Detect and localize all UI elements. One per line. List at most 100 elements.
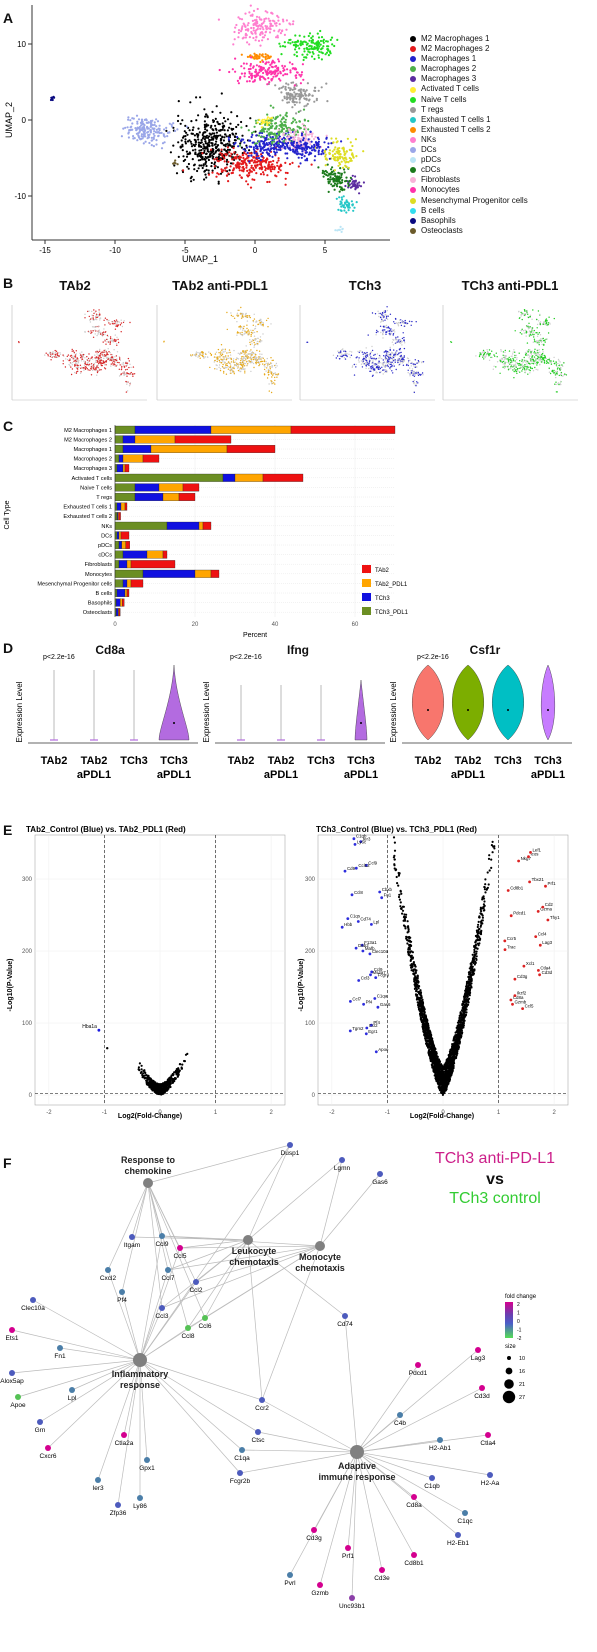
network-title-treated: TCh3 anti-PD-L1 — [434, 1150, 556, 1167]
panel-d: D Cd8a Ifng Csf1r p<2.2e-16 Expression Le… — [0, 640, 597, 810]
volcano-xtick: -1 — [102, 1110, 108, 1116]
network-hub-node — [350, 1445, 364, 1459]
network-gene-label: Clec10a — [21, 1305, 45, 1312]
umap-legend-item: Macrophages 3 — [410, 74, 595, 84]
bar-segment — [126, 560, 132, 569]
network-hub-node — [243, 1235, 253, 1245]
volcano-gene-label: Lpl — [373, 919, 379, 924]
volcano-gene-label: Ccl3 — [361, 976, 370, 981]
network-gene-node — [397, 1412, 403, 1418]
legend-label: Activated T cells — [421, 84, 479, 94]
bar-segment — [114, 560, 120, 569]
network-gene-node — [311, 1527, 317, 1533]
violin-shape — [540, 664, 556, 741]
bar-segment — [194, 569, 212, 578]
volcano-gene-label: Apoe — [378, 1047, 389, 1052]
violin-group-label: aPDL1 — [77, 769, 111, 781]
network-gene-node — [475, 1347, 481, 1353]
network-gene-node — [119, 1289, 125, 1295]
bar-category-label: Osteoclasts — [83, 610, 112, 616]
bar-segment — [114, 483, 136, 492]
volcano-ytick: 100 — [305, 1021, 316, 1027]
legend-label: M2 Macrophages 1 — [421, 34, 490, 43]
volcano-xtick: 0 — [158, 1110, 162, 1116]
bar-segment — [116, 608, 119, 617]
bar-segment — [142, 569, 196, 578]
bar-legend-label: TAb2 — [375, 568, 390, 574]
bar-segment — [114, 550, 124, 559]
volcano-gene-label: Cd3d — [542, 970, 553, 975]
volcano-gene-label: Pf4 — [373, 1020, 380, 1025]
volcano-gene-label: Fcgr3 — [378, 973, 390, 978]
network-gene-node — [411, 1552, 417, 1558]
bar-segment — [114, 531, 118, 540]
network-gene-label: Cd8a — [406, 1502, 422, 1509]
network-gene-node — [177, 1245, 183, 1251]
volcano-gene-label: Dab2 — [358, 943, 369, 948]
bar-segment — [118, 454, 124, 463]
violin-group-label: TAb2 — [268, 755, 295, 767]
panel-label-b: B — [3, 275, 14, 291]
bar-segment — [130, 579, 144, 588]
network-gene-node — [259, 1397, 265, 1403]
bar-category-label: Monocytes — [85, 572, 112, 578]
legend-label: Osteoclasts — [421, 225, 463, 235]
legend-swatch — [410, 36, 416, 43]
network-gene-label: Apoe — [10, 1402, 26, 1409]
bar-xtick: 20 — [192, 622, 199, 628]
bar-segment — [130, 560, 176, 569]
legend-swatch — [410, 157, 416, 164]
volcano-plot: -2 -1 0 1 2 0 100 200 300 Apoe Pf4 C1qa Ccl9 F13a1 C1q… — [305, 834, 569, 1116]
network-gene-label: Cd8b1 — [404, 1560, 424, 1567]
network-gene-node — [349, 1595, 355, 1601]
bar-segment — [226, 445, 276, 453]
network-hub-node — [133, 1353, 147, 1367]
volcano-gene-label: Pdcd1 — [513, 911, 526, 916]
violin-group-label: TCh3 — [120, 755, 148, 767]
umap-legend-item: pDCs — [410, 155, 595, 165]
volcano-xtick: -2 — [46, 1110, 52, 1116]
violin-pvalue: p<2.2e-16 — [417, 654, 449, 661]
bar-segment — [234, 473, 264, 482]
network-gene-label: Ets1 — [5, 1335, 18, 1342]
volcano-gene-label: Cd3g — [517, 974, 528, 979]
volcano-gene-label: Fn1 — [384, 893, 392, 898]
violin-shape — [158, 664, 190, 741]
network-gene-node — [121, 1432, 127, 1438]
network-gene-label: Fcgr2b — [230, 1478, 251, 1485]
violin-group-label: TCh3 — [160, 755, 188, 767]
bar-category-label: Macrophages 2 — [73, 457, 112, 463]
network-gene-label: Pvrl — [284, 1580, 296, 1587]
size-legend-label: 21 — [519, 1382, 525, 1388]
network-hub-label: response — [120, 1380, 160, 1390]
network-hub-label: Response to — [121, 1155, 176, 1165]
violin-group-label: aPDL1 — [264, 769, 298, 781]
network-gene-label: C4b — [394, 1420, 406, 1427]
volcano-gene-label: Thy1 — [550, 915, 560, 920]
volcano-gene-label: C1qa — [377, 994, 388, 999]
volcano-right-title: TCh3_Control (Blue) vs. TCh3_PDL1 (Red) — [316, 825, 477, 834]
volcano-gene-label: Ctla4 — [540, 965, 551, 970]
umap-split-plot — [442, 305, 578, 401]
volcano-gene-label: Hbb — [344, 922, 353, 927]
volcano-right-xlabel: Log2(Fold-Change) — [410, 1113, 474, 1120]
volcano-gene-label: Tbx21 — [532, 877, 545, 882]
network-hub-label: Leukocyte — [232, 1246, 277, 1256]
network-gene-label: Grn — [35, 1427, 46, 1434]
bar-segment — [162, 550, 168, 559]
umap-split-title-3: TCh3 — [348, 278, 382, 293]
network-gene-label: Pdcd1 — [409, 1370, 428, 1377]
legend-swatch — [410, 106, 416, 113]
legend-label: cDCs — [421, 165, 441, 175]
volcano-gene-label: Ccl8 — [354, 890, 363, 895]
bar-segment — [122, 445, 152, 453]
bar-segment — [122, 454, 144, 463]
bar-segment — [124, 502, 128, 511]
bar-category-label: pDCs — [98, 543, 112, 549]
network-gene-label: Cd3d — [474, 1393, 490, 1400]
volcano-gene-label: Ccl2 — [369, 1023, 378, 1028]
legend-swatch — [410, 197, 416, 204]
network-title-vs: vs — [486, 1171, 504, 1188]
volcano-gene-label: Hba1a — [82, 1024, 97, 1030]
network-gene-label: Ly86 — [133, 1503, 147, 1510]
